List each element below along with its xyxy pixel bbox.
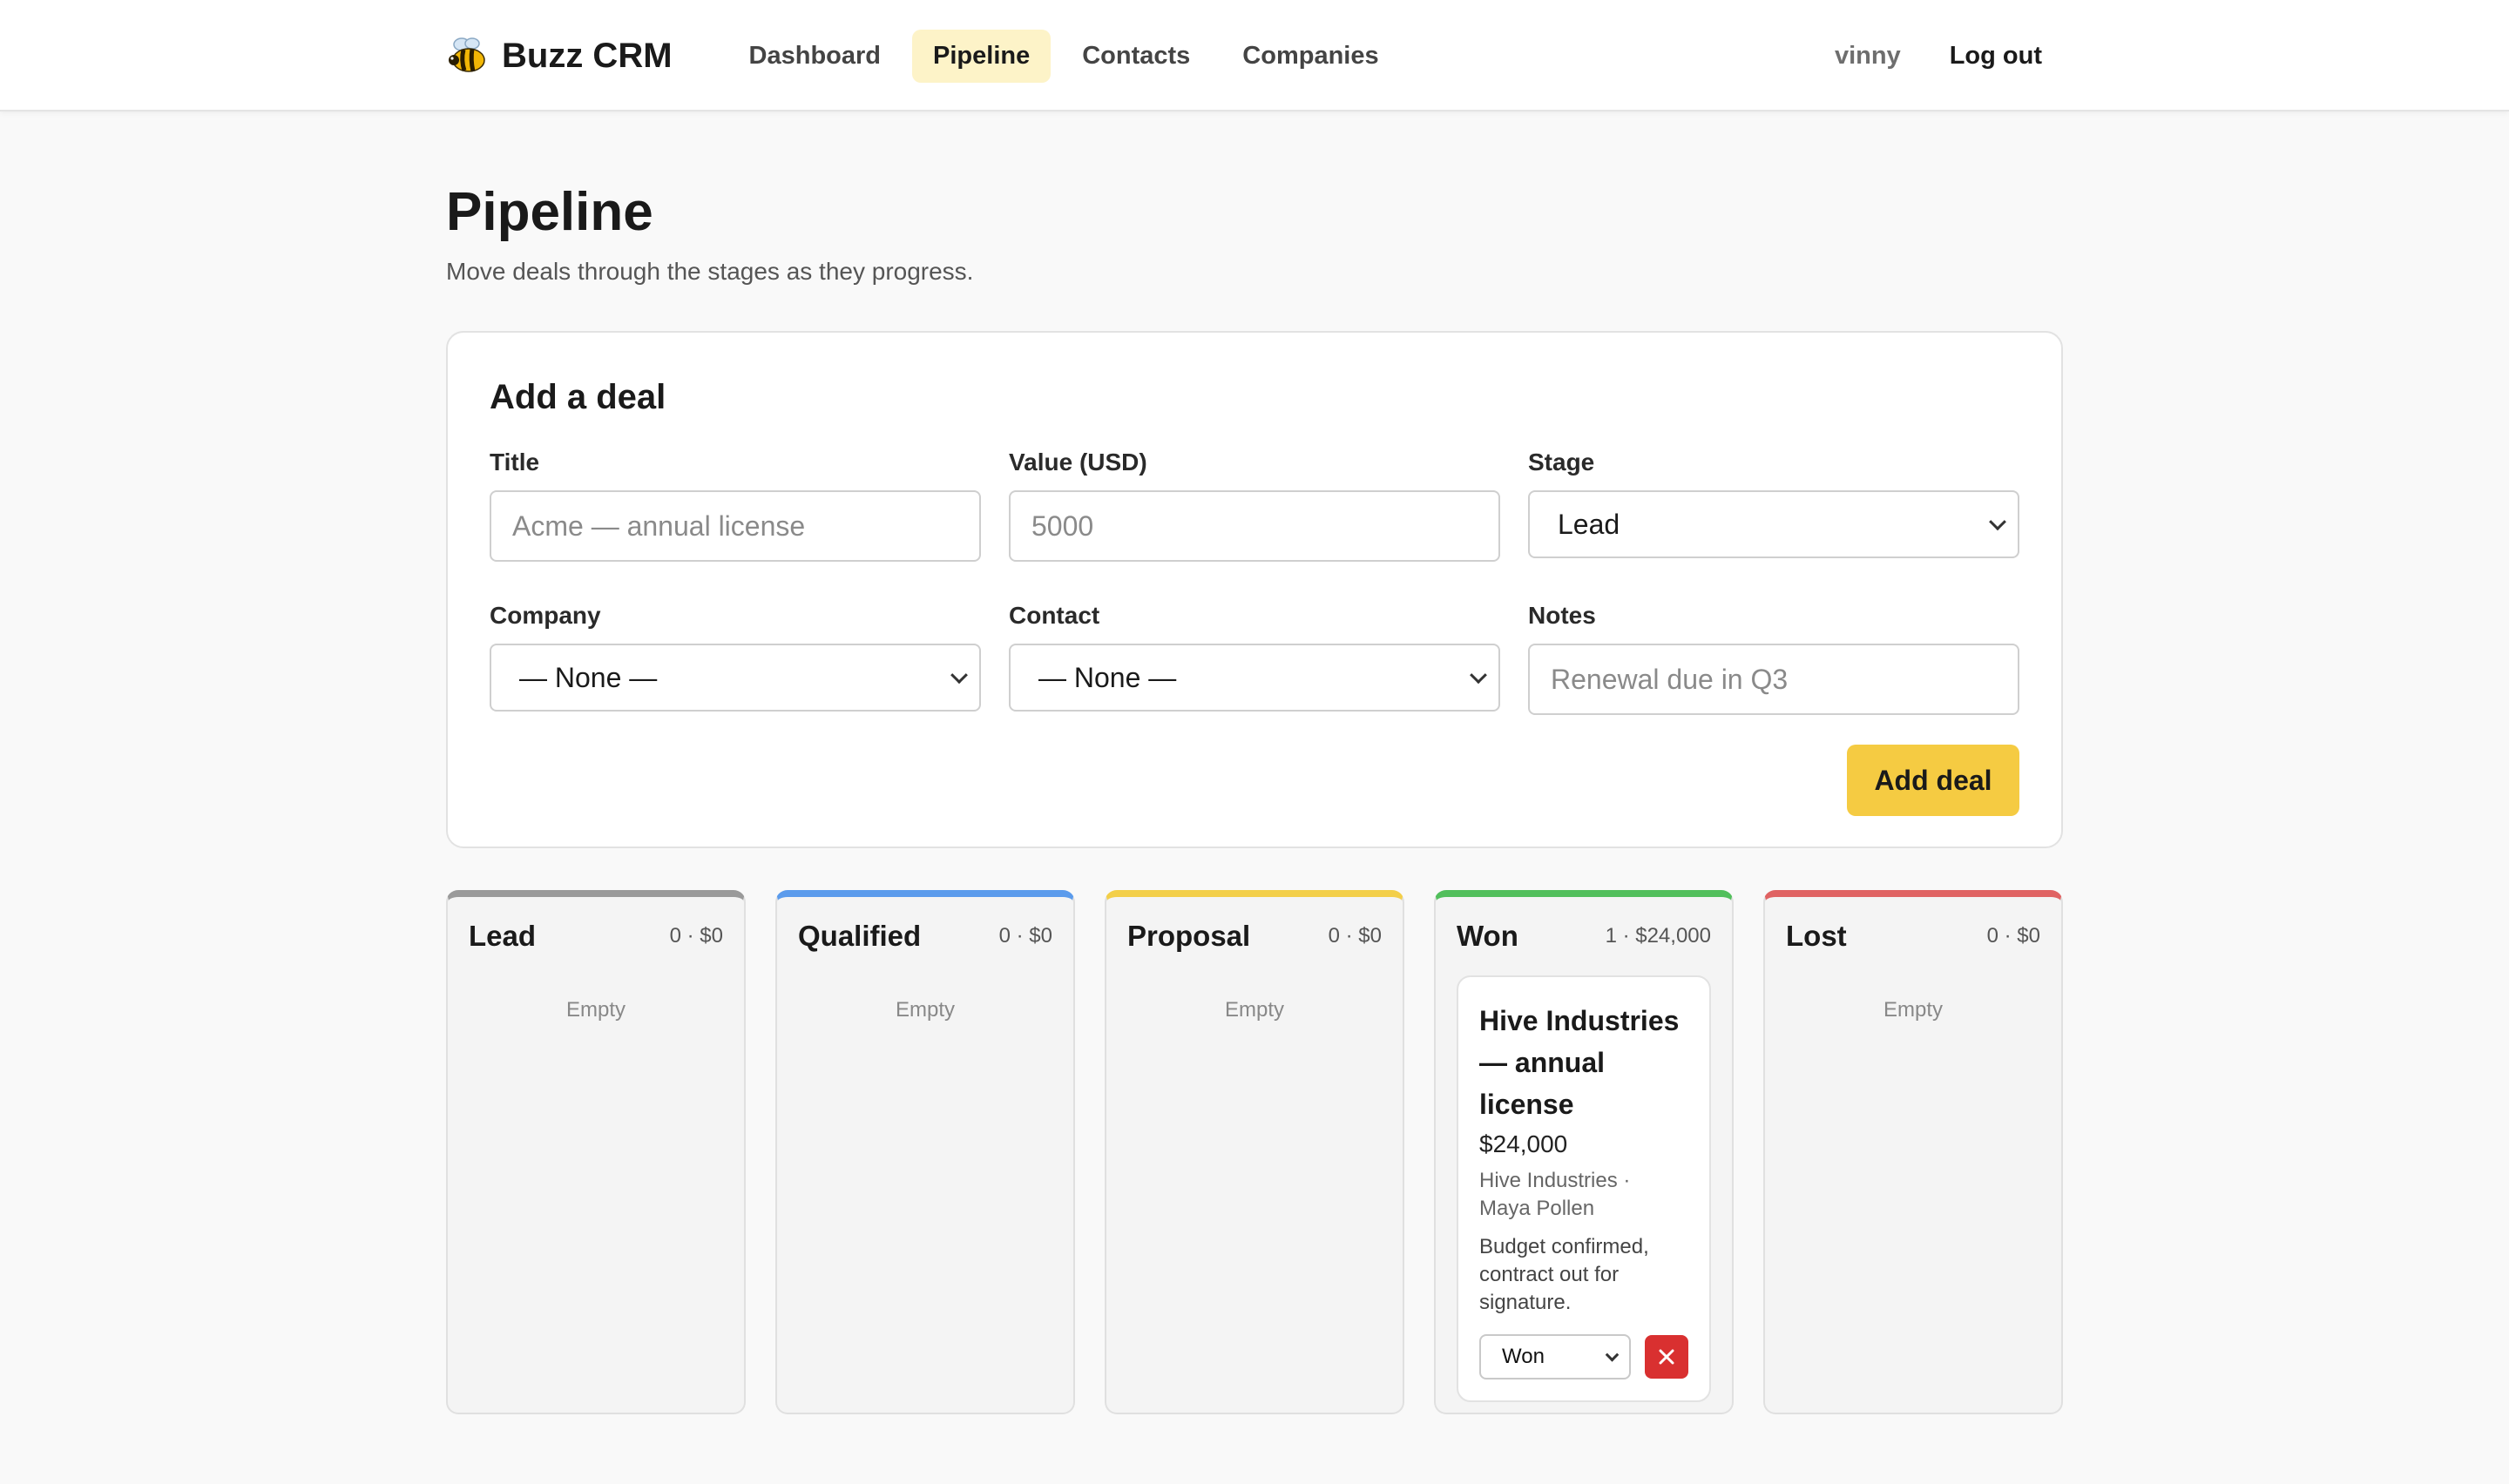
company-label: Company [490, 602, 601, 630]
nav-contacts[interactable]: Contacts [1082, 41, 1191, 70]
logout-link[interactable]: Log out [1949, 41, 2042, 70]
notes-label: Notes [1528, 602, 1596, 630]
main-content: Pipeline Move deals through the stages a… [446, 182, 2063, 1415]
deal-value: $24,000 [1479, 1130, 1568, 1158]
deal-title: Hive Industries — annual license [1479, 1005, 1680, 1121]
column-qualified: Qualified 0 · $0 Empty [775, 890, 1075, 1415]
brand[interactable]: Buzz CRM [446, 34, 673, 78]
contact-select[interactable]: — None — [1009, 644, 1500, 712]
stage-label: Stage [1528, 449, 1595, 476]
column-stats: 0 · $0 [1986, 924, 2040, 948]
title-label: Title [490, 449, 540, 476]
add-deal-button[interactable]: Add deal [1847, 745, 2019, 817]
nav-pipeline[interactable]: Pipeline [912, 29, 1052, 83]
deal-company: Hive Industries · [1479, 1169, 1631, 1193]
brand-name: Buzz CRM [502, 36, 673, 75]
company-select-value: — None — [519, 661, 658, 693]
pipeline-board: Lead 0 · $0 Empty Qualified 0 · $0 Empty… [446, 890, 2063, 1415]
column-name: Proposal [1127, 920, 1251, 953]
empty-state: Empty [1883, 998, 1943, 1022]
bee-icon [449, 37, 485, 72]
deal-stage-select[interactable]: Won [1479, 1334, 1631, 1380]
deal-notes: Budget confirmed, contract out for signa… [1479, 1235, 1649, 1315]
column-lead: Lead 0 · $0 Empty [446, 890, 746, 1415]
deal-stage-value: Won [1502, 1345, 1545, 1369]
title-input[interactable] [490, 490, 981, 563]
chevron-down-icon [1605, 1348, 1619, 1362]
top-nav: Buzz CRM Dashboard Pipeline Contacts Com… [0, 0, 2509, 111]
column-stats: 1 · $24,000 [1605, 924, 1711, 948]
stage-select[interactable]: Lead [1528, 490, 2019, 559]
column-proposal: Proposal 0 · $0 Empty [1105, 890, 1404, 1415]
empty-state: Empty [895, 998, 955, 1022]
add-deal-title: Add a deal [490, 378, 666, 417]
close-icon [1659, 1349, 1674, 1365]
column-name: Lead [469, 920, 537, 953]
deal-card[interactable]: Hive Industries — annual license $24,000… [1457, 975, 1711, 1403]
column-name: Lost [1786, 920, 1847, 953]
column-stats: 0 · $0 [1328, 924, 1382, 948]
notes-input[interactable] [1528, 644, 2019, 716]
empty-state: Empty [565, 998, 626, 1022]
column-stats: 0 · $0 [669, 924, 723, 948]
column-lost: Lost 0 · $0 Empty [1763, 890, 2063, 1415]
column-name: Won [1457, 920, 1518, 953]
deal-contact: Maya Pollen [1479, 1197, 1595, 1221]
nav-dashboard[interactable]: Dashboard [748, 41, 882, 70]
deal-meta: Hive Industries · Maya Pollen [1479, 1167, 1688, 1223]
current-user: vinny [1834, 41, 1901, 70]
nav-links: Dashboard Pipeline Contacts Companies [728, 29, 1400, 83]
value-input[interactable] [1009, 490, 1500, 563]
add-deal-card: Add a deal Title Value (USD) Stage Lead [446, 331, 2063, 849]
delete-deal-button[interactable] [1644, 1335, 1688, 1379]
empty-state: Empty [1224, 998, 1284, 1022]
contact-label: Contact [1009, 602, 1100, 630]
nav-companies[interactable]: Companies [1242, 41, 1379, 70]
contact-select-value: — None — [1038, 661, 1177, 693]
column-name: Qualified [798, 920, 922, 953]
column-stats: 0 · $0 [998, 924, 1052, 948]
value-label: Value (USD) [1009, 449, 1147, 476]
page-title: Pipeline [446, 182, 653, 242]
company-select[interactable]: — None — [490, 644, 981, 712]
page-subtitle: Move deals through the stages as they pr… [446, 258, 974, 286]
column-won: Won 1 · $24,000 Hive Industries — annual… [1434, 890, 1734, 1415]
stage-select-value: Lead [1558, 508, 1620, 540]
